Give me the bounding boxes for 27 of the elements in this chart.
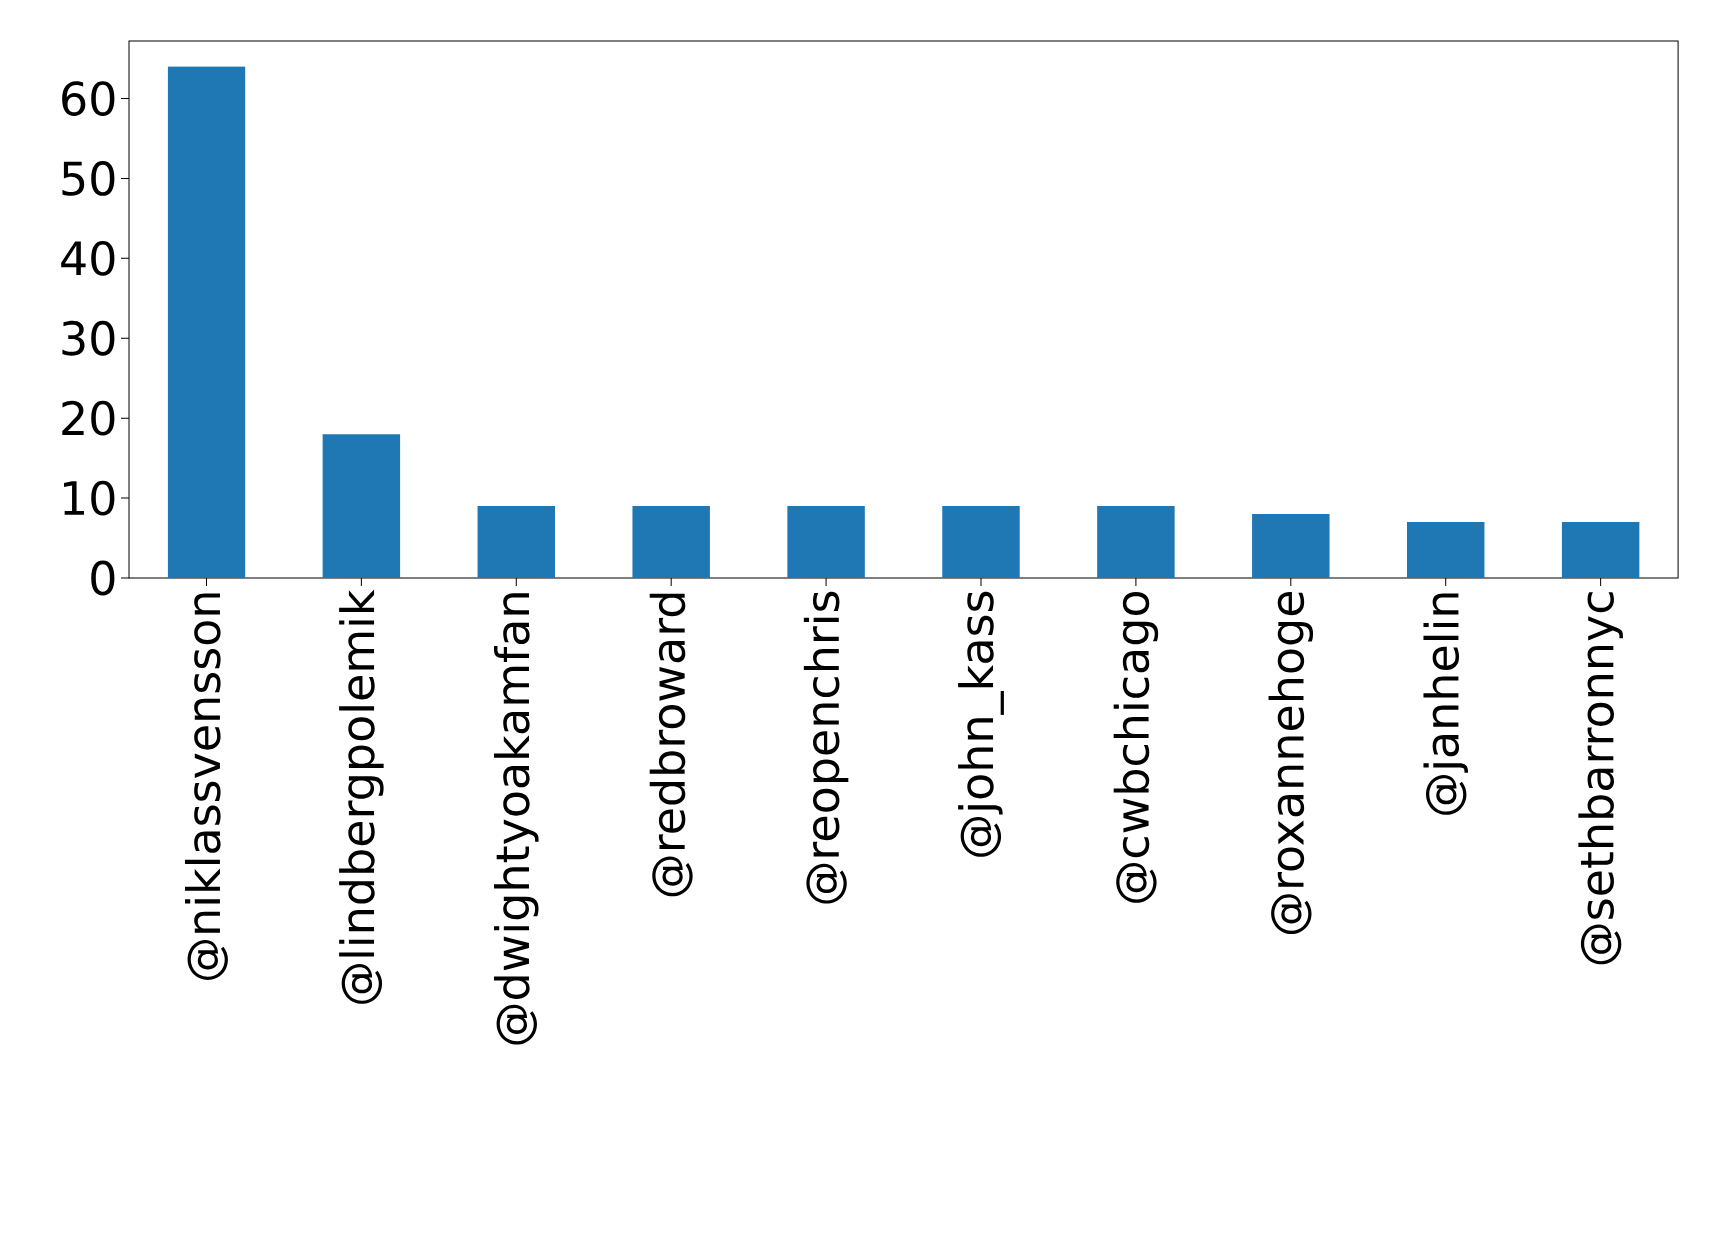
x-tick-label: @sethbarronnyc bbox=[1578, 592, 1623, 965]
x-tick-label: @lindbergpolemik bbox=[339, 589, 384, 1004]
x-tick-label: @janhelin bbox=[1423, 593, 1468, 815]
x-tick-label: @john_kass bbox=[958, 591, 1004, 857]
x-tick-label: @reopenchris bbox=[803, 591, 849, 904]
x-tick-label: @redbroward bbox=[649, 593, 693, 897]
x-tick-label: @roxannehoge bbox=[1268, 591, 1314, 934]
bar bbox=[632, 506, 710, 578]
y-tick-label: 50 bbox=[62, 161, 115, 196]
bar bbox=[322, 434, 401, 578]
x-tick-label: @dwightyoakamfan bbox=[494, 593, 539, 1045]
bar bbox=[1252, 514, 1330, 578]
bar bbox=[167, 66, 246, 578]
bar bbox=[1406, 522, 1485, 578]
y-tick-label: 10 bbox=[63, 480, 115, 516]
y-tick-label: 20 bbox=[62, 400, 115, 436]
y-tick-label: 60 bbox=[62, 81, 115, 116]
x-tick-label: @niklassvensson bbox=[185, 593, 228, 980]
x-tick-label: @cwbchicago bbox=[1113, 591, 1159, 903]
bar bbox=[942, 506, 1020, 578]
bar bbox=[1561, 522, 1640, 578]
bar bbox=[787, 506, 865, 578]
bar bbox=[477, 506, 555, 578]
y-tick-label: 40 bbox=[61, 240, 115, 276]
y-tick-label: 0 bbox=[91, 560, 115, 596]
y-tick-label: 30 bbox=[62, 320, 115, 356]
bar bbox=[1097, 506, 1175, 578]
